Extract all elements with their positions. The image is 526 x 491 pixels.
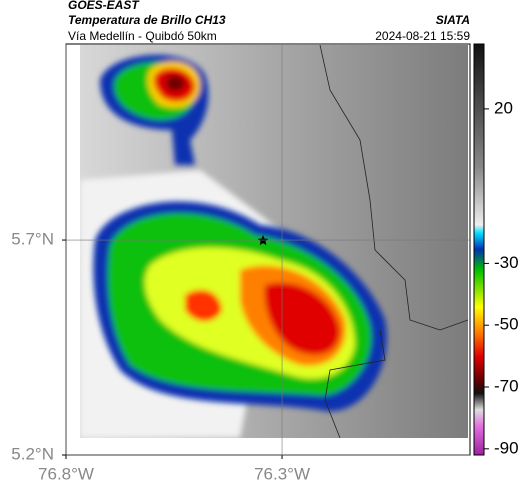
x-tick-label: 76.3°W	[254, 464, 310, 483]
source: SIATA	[436, 13, 470, 27]
colorbar	[473, 43, 485, 456]
satellite-image	[80, 45, 468, 438]
title: GOES-EAST	[68, 0, 140, 12]
subtitle: Temperatura de Brillo CH13	[68, 13, 226, 27]
colorbar-tick-label: -30	[494, 253, 519, 272]
x-tick-label: 76.8°W	[38, 464, 94, 483]
colorbar-tick-label: 20	[494, 98, 513, 117]
colorbar-tick-label: -50	[494, 315, 519, 334]
y-tick-label: 5.2°N	[11, 444, 54, 463]
colorbar-tick-label: -70	[494, 376, 519, 395]
route: Vía Medellín - Quibdó 50km	[68, 29, 217, 43]
y-tick-label: 5.7°N	[11, 230, 54, 249]
colorbar-tick-label: -90	[494, 438, 519, 457]
timestamp: 2024-08-21 15:59	[375, 29, 470, 43]
